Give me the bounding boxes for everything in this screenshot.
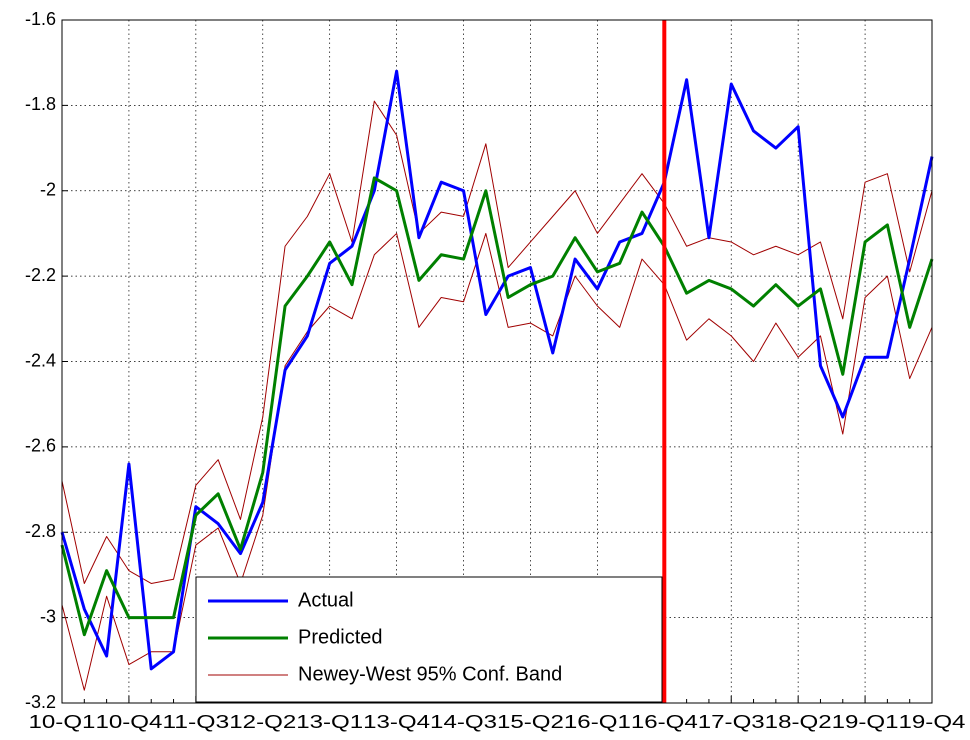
legend-label: Newey-West 95% Conf. Band — [298, 663, 562, 685]
x-tick-label: 12-Q2 — [229, 712, 296, 732]
x-tick-label: 13-Q1 — [296, 712, 363, 732]
band-upper — [61, 100, 933, 584]
y-tick-label: -2.6 — [25, 436, 56, 456]
plot-frame — [61, 19, 933, 704]
y-tick-label: -1.6 — [25, 9, 56, 29]
x-tick-label: 10-Q4 — [95, 712, 162, 732]
x-tick-label: 19-Q4 — [899, 712, 966, 732]
y-tick-label: -3 — [40, 606, 56, 626]
x-tick-label: 15-Q2 — [497, 712, 564, 732]
x-tick-label: 16-Q1 — [564, 712, 631, 732]
band-lower — [61, 232, 933, 691]
x-tick-label: 18-Q2 — [765, 712, 832, 732]
y-tick-label: -2.2 — [25, 265, 56, 285]
legend-label: Predicted — [298, 626, 383, 648]
legend: Actual Predicted Newey-West 95% Conf. Band — [195, 576, 663, 703]
x-tick-label: 17-Q3 — [698, 712, 765, 732]
x-tick-label: 10-Q1 — [29, 712, 96, 732]
series-line — [60, 176, 934, 637]
x-tick-label: 11-Q3 — [162, 712, 229, 732]
x-tick-label: 13-Q4 — [363, 712, 430, 732]
x-tick-label: 16-Q4 — [631, 712, 698, 732]
x-tick-label: 14-Q3 — [430, 712, 497, 732]
y-tick-label: -3.2 — [25, 692, 56, 712]
y-tick-label: -1.8 — [25, 94, 56, 114]
x-tick-label: 19-Q1 — [832, 712, 899, 732]
legend-label: Actual — [298, 589, 354, 611]
y-tick-label: -2.8 — [25, 521, 56, 541]
y-tick-label: -2.4 — [25, 350, 56, 370]
series-line — [60, 69, 934, 671]
y-tick-label: -2 — [40, 180, 56, 200]
